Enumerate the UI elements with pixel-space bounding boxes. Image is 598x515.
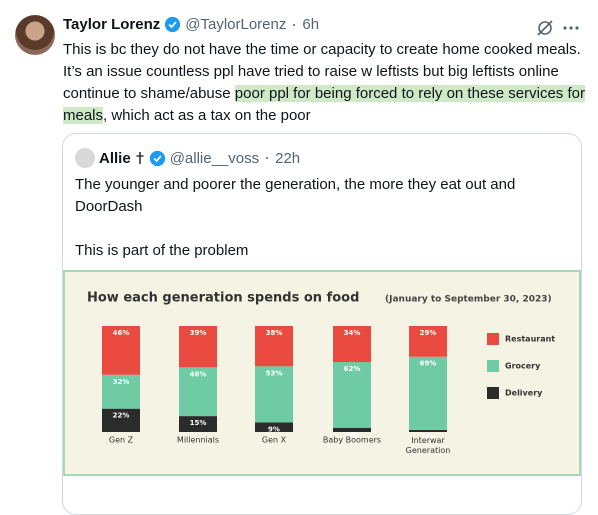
value-label: 46% bbox=[113, 329, 130, 337]
value-label: 62% bbox=[344, 365, 361, 373]
bar-segment bbox=[409, 356, 447, 430]
value-label: 53% bbox=[266, 369, 283, 377]
value-label: 9% bbox=[268, 425, 280, 433]
tweet-text: This is bc they do not have the time or … bbox=[63, 39, 585, 127]
x-tick-label: Baby Boomers bbox=[323, 436, 381, 445]
value-label: 32% bbox=[113, 378, 130, 386]
quote-author-handle: @allie__voss bbox=[169, 149, 260, 167]
bar-segment bbox=[255, 326, 293, 367]
bar-segment bbox=[255, 422, 293, 432]
value-label: 39% bbox=[190, 329, 207, 337]
legend-label: Restaurant bbox=[505, 335, 555, 344]
bar-segment bbox=[333, 362, 371, 428]
quote-author-name: Allie bbox=[99, 149, 131, 167]
value-label: 2% bbox=[422, 433, 434, 441]
bar-segment bbox=[102, 326, 140, 375]
bar-segment bbox=[102, 374, 140, 409]
tweet-time[interactable]: 6h bbox=[302, 16, 320, 33]
tweet-icons bbox=[537, 20, 579, 36]
paragraph: This is part of the problem bbox=[75, 242, 249, 259]
chart-image[interactable]: How each generation spends on food (Janu… bbox=[63, 270, 581, 514]
quote-avatar bbox=[75, 148, 95, 168]
quote-time: 22h bbox=[275, 149, 301, 167]
value-label: 4% bbox=[346, 431, 358, 439]
legend-swatch bbox=[487, 333, 499, 345]
bar-segment bbox=[179, 416, 217, 432]
value-label: 15% bbox=[190, 419, 207, 427]
legend-swatch bbox=[487, 360, 499, 372]
x-tick-label: Gen X bbox=[262, 436, 287, 445]
separator bbox=[293, 23, 296, 26]
value-label: 38% bbox=[266, 329, 283, 337]
cross-icon bbox=[136, 152, 144, 164]
x-tick-label: Millennials bbox=[177, 436, 219, 445]
chart-title: How each generation spends on food bbox=[87, 291, 359, 306]
x-tick-label: Gen Z bbox=[109, 436, 134, 445]
verified-badge bbox=[165, 16, 181, 33]
bar-segment bbox=[409, 326, 447, 357]
text: This is bc they do not have the time or … bbox=[63, 41, 581, 102]
paragraph: The younger and poorer the generation, t… bbox=[75, 176, 516, 215]
chart: How each generation spends on food (Janu… bbox=[63, 270, 581, 476]
bar-segment bbox=[333, 427, 371, 432]
chart-subtitle: (January to September 30, 2023) bbox=[385, 295, 552, 305]
legend-label: Grocery bbox=[505, 362, 541, 371]
bar-segment bbox=[179, 326, 217, 368]
tweet-header: Taylor Lorenz @TaylorLorenz 6h bbox=[63, 16, 319, 33]
quote-header: Allie @allie__voss 22h bbox=[75, 148, 300, 168]
value-label: 46% bbox=[190, 370, 207, 378]
quote-text: The younger and poorer the generation, t… bbox=[75, 174, 570, 284]
avatar[interactable] bbox=[15, 15, 55, 55]
text: , which act as a tax on the poor bbox=[103, 107, 311, 124]
author-name[interactable]: Taylor Lorenz bbox=[63, 16, 161, 33]
x-tick-label: Interwar Generation bbox=[406, 436, 451, 455]
separator bbox=[266, 157, 269, 159]
bar-segment bbox=[333, 326, 371, 363]
verified-badge bbox=[149, 150, 165, 166]
value-label: 29% bbox=[420, 329, 437, 337]
more-menu[interactable] bbox=[563, 26, 579, 30]
bar-segment bbox=[179, 367, 217, 417]
grok-icon[interactable] bbox=[537, 20, 553, 36]
bar-segment bbox=[409, 429, 447, 432]
bar-segment bbox=[255, 366, 293, 423]
author-handle[interactable]: @TaylorLorenz bbox=[185, 16, 287, 33]
value-label: 69% bbox=[420, 360, 437, 368]
legend-label: Delivery bbox=[505, 389, 543, 398]
quoted-tweet[interactable]: Allie @allie__voss 22h The younger and po… bbox=[62, 133, 582, 515]
legend-swatch bbox=[487, 387, 499, 399]
page: Taylor Lorenz @TaylorLorenz 6h This is bc… bbox=[15, 15, 585, 515]
value-label: 22% bbox=[113, 412, 130, 420]
value-label: 34% bbox=[344, 329, 361, 337]
chart-background bbox=[63, 270, 581, 476]
bar-segment bbox=[102, 408, 140, 432]
